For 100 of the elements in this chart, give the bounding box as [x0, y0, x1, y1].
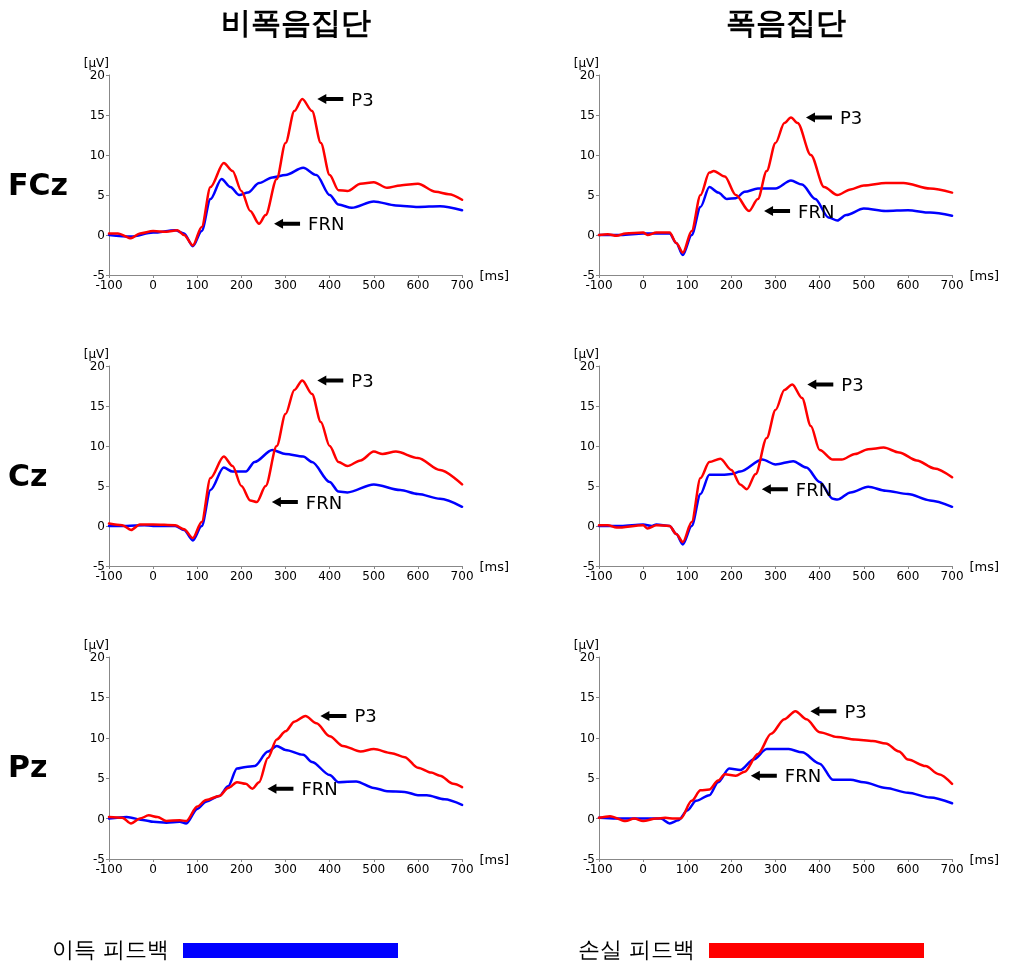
x-axis-title: [ms]: [479, 851, 510, 867]
x-tick-label: 100: [675, 278, 699, 292]
x-tick-label: 0: [639, 569, 647, 583]
y-tick-label: 10: [89, 730, 105, 745]
x-tick-label: 500: [852, 569, 876, 583]
chart-title: 폭음집단: [726, 4, 846, 40]
x-tick-label: 100: [675, 862, 699, 876]
x-tick-label: 400: [808, 569, 832, 583]
x-tick-label: 100: [185, 862, 209, 876]
x-tick-label: 0: [639, 278, 647, 292]
x-tick-label: 700: [940, 569, 964, 583]
y-tick-label: 5: [587, 479, 595, 493]
x-tick-label: 200: [719, 278, 743, 292]
x-tick-label: 0: [149, 278, 157, 292]
x-tick-label: 700: [450, 569, 474, 583]
x-tick-label: 400: [318, 569, 342, 583]
annotation: FRN: [784, 765, 822, 787]
chart-title: 비폭음집단: [221, 4, 371, 40]
y-tick-label: 10: [579, 148, 595, 162]
y-tick-label: 0: [97, 519, 105, 533]
x-tick-label: 0: [639, 862, 647, 876]
y-tick-label: 5: [587, 188, 595, 202]
y-tick-label: 10: [89, 148, 105, 162]
x-tick-label: 400: [808, 278, 832, 292]
y-tick-label: 5: [97, 771, 105, 786]
y-tick-label: 15: [579, 399, 595, 413]
y-tick-label: 15: [579, 690, 595, 705]
y-tick-label: 10: [579, 730, 595, 745]
x-tick-label: 0: [149, 569, 157, 583]
x-axis-title: [ms]: [479, 558, 510, 574]
y-tick-label: 15: [89, 108, 105, 122]
x-tick-label: 600: [896, 278, 920, 292]
y-axis-title: [μV]: [573, 56, 599, 71]
annotation: FRN: [305, 491, 343, 513]
x-tick-label: 500: [852, 278, 876, 292]
text: Cz: [8, 457, 48, 493]
x-tick-label: 100: [675, 569, 699, 583]
y-tick-label: 5: [587, 771, 595, 786]
x-axis-title: [ms]: [479, 267, 510, 283]
x-tick-label: 700: [450, 278, 474, 292]
x-tick-label: 600: [406, 278, 430, 292]
x-tick-label: 300: [274, 862, 297, 876]
text: 이득 피드백: [52, 937, 169, 963]
annotation: FRN: [301, 778, 338, 800]
y-axis-title: [μV]: [573, 638, 599, 653]
x-tick-label: 500: [362, 569, 386, 583]
x-tick-label: 600: [896, 862, 920, 876]
x-tick-label: 700: [940, 862, 964, 876]
y-tick-label: 5: [97, 479, 105, 493]
y-tick-label: 0: [587, 228, 595, 242]
y-tick-label: 0: [587, 811, 595, 826]
x-tick-label: 100: [185, 278, 209, 292]
x-tick-label: 300: [764, 278, 787, 292]
annotation: P3: [351, 369, 374, 391]
x-tick-label: 100: [185, 569, 209, 583]
annotation: P3: [844, 700, 867, 722]
annotation: P3: [354, 705, 377, 727]
y-tick-label: 0: [587, 519, 595, 533]
y-tick-label: 10: [579, 439, 595, 453]
y-tick-label: 0: [97, 228, 105, 242]
x-tick-label: 300: [274, 569, 297, 583]
x-tick-label: 600: [406, 862, 430, 876]
x-tick-label: 200: [229, 569, 253, 583]
x-tick-label: 200: [229, 278, 253, 292]
annotation: FRN: [308, 213, 345, 235]
y-tick-label: 10: [89, 439, 105, 453]
x-tick-label: 500: [362, 862, 386, 876]
y-axis-title: [μV]: [83, 56, 109, 71]
x-tick-label: 200: [719, 569, 743, 583]
y-axis-title: [μV]: [83, 347, 109, 362]
x-axis-title: [ms]: [969, 851, 1000, 867]
y-tick-label: 0: [97, 811, 105, 826]
y-tick-label: 15: [89, 399, 105, 413]
text: Pz: [8, 748, 48, 784]
x-axis-title: [ms]: [969, 558, 1000, 574]
x-tick-label: 400: [318, 862, 342, 876]
x-tick-label: 300: [764, 862, 787, 876]
y-axis-title: [μV]: [573, 347, 599, 362]
y-tick-label: 15: [89, 690, 105, 705]
y-tick-label: 15: [579, 108, 595, 122]
annotation: P3: [839, 106, 863, 128]
x-tick-label: 200: [719, 862, 743, 876]
x-tick-label: 0: [149, 862, 157, 876]
x-axis-title: [ms]: [969, 267, 1000, 283]
y-tick-label: 5: [97, 188, 105, 202]
text: 손실 피드백: [578, 937, 695, 963]
x-tick-label: 600: [406, 569, 430, 583]
x-tick-label: 700: [450, 862, 474, 876]
x-tick-label: 300: [764, 569, 787, 583]
x-tick-label: 400: [318, 278, 342, 292]
x-tick-label: 300: [274, 278, 297, 292]
x-tick-label: 700: [940, 278, 964, 292]
x-tick-label: 600: [896, 569, 920, 583]
annotation: P3: [351, 88, 374, 110]
x-tick-label: 400: [808, 862, 832, 876]
x-tick-label: 200: [229, 862, 253, 876]
x-tick-label: 500: [852, 862, 876, 876]
y-axis-title: [μV]: [83, 638, 109, 653]
text: FCz: [8, 166, 68, 202]
x-tick-label: 500: [362, 278, 386, 292]
